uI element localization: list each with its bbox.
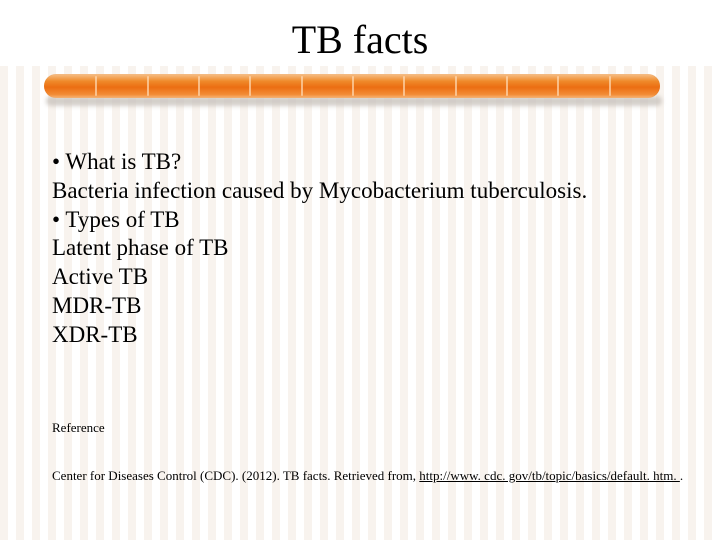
reference-citation: Center for Diseases Control (CDC). (2012… [52,468,690,484]
separator-tick [301,76,303,96]
separator-tick [609,76,611,96]
bullet-types-of-tb: • Types of TB [52,206,668,235]
slide: TB facts • What is TB? Bacteria infectio… [0,0,720,540]
line-mdr: MDR-TB [52,292,668,321]
reference-link[interactable]: http://www. cdc. gov/tb/topic/basics/def… [419,468,680,483]
reference-text: Center for Diseases Control (CDC). (2012… [52,468,419,483]
separator-tick [198,76,200,96]
separator-tick [506,76,508,96]
separator-tick [352,76,354,96]
separator-tick [249,76,251,96]
separator-tick [557,76,559,96]
bullet-what-is-tb: • What is TB? [52,148,668,177]
separator-tick [455,76,457,96]
reference-heading: Reference [52,420,105,436]
slide-title: TB facts [0,16,720,63]
reference-suffix: . [680,468,683,483]
separator-bar-fill [44,74,660,98]
line-definition: Bacteria infection caused by Mycobacteri… [52,177,668,206]
line-latent: Latent phase of TB [52,234,668,263]
separator-tick [403,76,405,96]
separator-bar [44,74,660,104]
separator-tick [147,76,149,96]
separator-tick [95,76,97,96]
line-active: Active TB [52,263,668,292]
content-block: • What is TB? Bacteria infection caused … [52,148,668,349]
line-xdr: XDR-TB [52,321,668,350]
